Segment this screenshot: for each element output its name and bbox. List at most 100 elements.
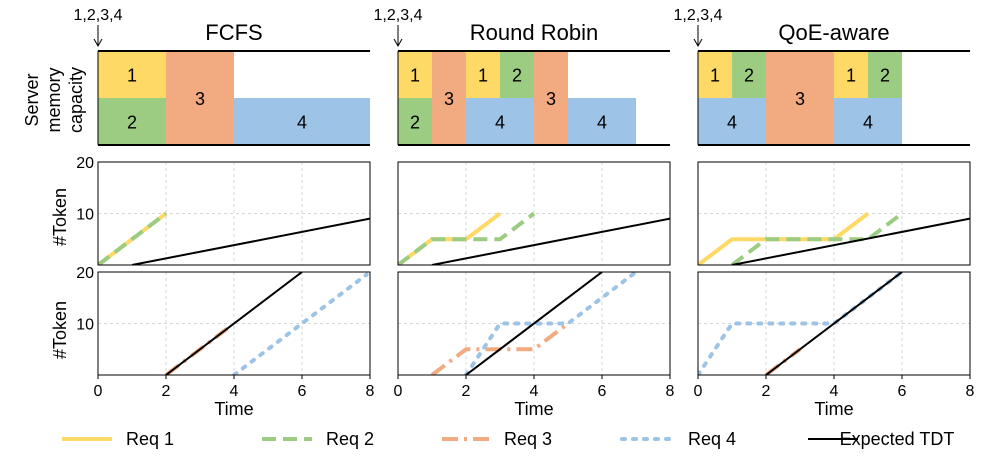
x-tick-label: 8 [366, 383, 375, 400]
token-ylabel: #Token [50, 188, 70, 246]
series-group [98, 211, 370, 265]
legend-label: Req 4 [688, 429, 736, 449]
expected-tdt-line [431, 217, 670, 265]
arrival-arrowhead [393, 38, 403, 48]
memory-block-label: 4 [863, 113, 873, 133]
x-tick-label: 8 [666, 383, 675, 400]
memory-block [466, 51, 500, 98]
panel-1: Round Robin 1,2,3,4 1 2 3 1 2 4 3 4 0 2 4 6 8 Time [374, 7, 675, 419]
token-ylabel: #Token [50, 301, 70, 359]
series-group [430, 272, 638, 375]
arrival-label: 1,2,3,4 [374, 7, 423, 24]
arrival-label: 1,2,3,4 [74, 7, 123, 24]
legend-label: Expected TDT [840, 429, 955, 449]
legend-label: Req 3 [504, 429, 552, 449]
token-plot-1 [697, 161, 971, 266]
memory-block-label: 4 [597, 113, 607, 133]
x-tick-label: 6 [898, 383, 907, 400]
plot-frame [697, 161, 971, 266]
x-tick-label: 4 [530, 383, 539, 400]
memory-block [834, 51, 868, 98]
memory-block-label: 2 [127, 113, 137, 133]
memory-block [466, 98, 534, 145]
x-tick-label: 2 [462, 383, 471, 400]
memory-block [766, 51, 834, 145]
panel-title: Round Robin [470, 20, 598, 45]
series-line-req2 [98, 211, 168, 265]
memory-block-label: 2 [512, 66, 522, 86]
x-axis-label: Time [214, 399, 253, 419]
memory-ylabel-line: capacity [66, 67, 86, 133]
memory-block-label: 4 [297, 113, 307, 133]
memory-capacity-plot: 1 2 4 3 1 2 4 [697, 50, 970, 146]
memory-block [834, 98, 902, 145]
plot-frame [397, 161, 671, 266]
x-tick-label: 6 [598, 383, 607, 400]
memory-block-label: 1 [846, 66, 856, 86]
memory-block-label: 3 [795, 89, 805, 109]
memory-block [500, 51, 534, 98]
expected-tdt-line [465, 272, 603, 375]
x-axis-label: Time [514, 399, 553, 419]
token-plot-2: 0 2 4 6 8 Time [694, 271, 975, 419]
legend-label: Req 1 [126, 429, 174, 449]
y-tick-label: 10 [76, 317, 94, 334]
memory-block [98, 98, 166, 145]
x-axis-label: Time [814, 399, 853, 419]
memory-block-label: 1 [410, 66, 420, 86]
memory-block [398, 98, 432, 145]
memory-block [732, 51, 766, 98]
y-tick-label: 20 [76, 265, 94, 282]
series-line-req1 [698, 211, 870, 265]
series-group [164, 272, 369, 375]
series-line-req2 [730, 211, 904, 265]
x-tick-label: 0 [694, 383, 703, 400]
series-line-req2 [398, 211, 536, 265]
x-tick-label: 6 [298, 383, 307, 400]
panel-0: FCFS 1,2,3,4 1 2 3 4 10 20 10 20 0 2 4 6 8 Time [74, 7, 375, 419]
memory-block-label: 1 [127, 66, 137, 86]
memory-block [698, 98, 766, 145]
memory-block [398, 51, 432, 98]
memory-capacity-plot: 1 2 3 1 2 4 3 4 [397, 50, 670, 146]
plot-frame [97, 161, 371, 266]
legend-label: Req 2 [326, 429, 374, 449]
memory-block-label: 2 [880, 66, 890, 86]
legend: Req 1 Req 2 Req 3 Req 4 Expected TDT [62, 429, 954, 449]
row-labels: Server memory capacity #Token #Token [22, 67, 86, 359]
y-tick-label: 10 [76, 207, 94, 224]
memory-block [98, 51, 166, 98]
arrival-arrowhead [693, 38, 703, 48]
memory-block-label: 4 [495, 113, 505, 133]
expected-tdt-line [131, 217, 370, 265]
x-tick-label: 2 [162, 383, 171, 400]
memory-block-label: 3 [444, 89, 454, 109]
memory-capacity-plot: 1 2 3 4 [97, 50, 370, 146]
token-plot-2: 0 2 4 6 8 Time [394, 271, 675, 419]
expected-tdt-line [165, 272, 303, 375]
memory-block [234, 98, 370, 145]
arrival-label: 1,2,3,4 [674, 7, 723, 24]
memory-block-label: 4 [727, 113, 737, 133]
memory-ylabel-line: memory [44, 67, 64, 132]
expected-tdt-line [731, 217, 970, 265]
series-group [698, 272, 904, 375]
token-plot-2: 10 20 0 2 4 6 8 Time [76, 265, 374, 419]
token-plot-1: 10 20 [76, 155, 371, 266]
panel-title: FCFS [205, 20, 262, 45]
memory-block [568, 98, 636, 145]
token-plot-1 [397, 161, 671, 266]
panel-title: QoE-aware [778, 20, 889, 45]
memory-block [534, 51, 568, 145]
arrival-arrowhead [93, 38, 103, 48]
expected-tdt-line [765, 272, 903, 375]
x-tick-label: 8 [966, 383, 975, 400]
y-tick-label: 20 [76, 155, 94, 172]
memory-block-label: 3 [195, 89, 205, 109]
panel-2: QoE-aware 1,2,3,4 1 2 4 3 1 2 4 0 2 4 6 8 Time [674, 7, 975, 419]
memory-block-label: 2 [410, 113, 420, 133]
x-tick-label: 0 [94, 383, 103, 400]
series-line-req4 [698, 272, 904, 375]
